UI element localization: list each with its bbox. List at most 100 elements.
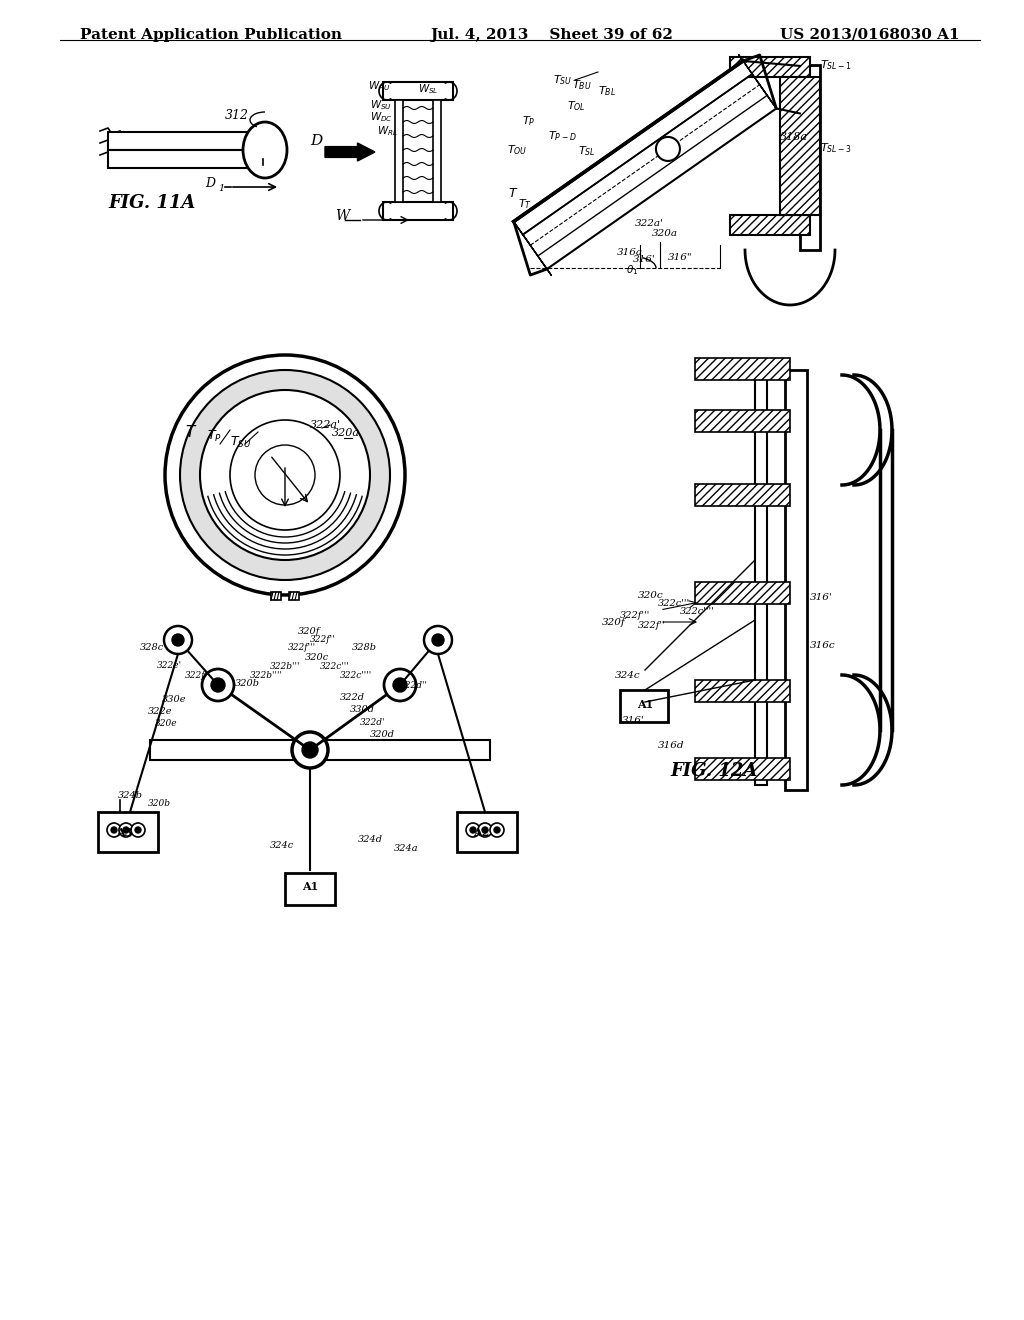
Bar: [433, 100, 441, 202]
Text: D: D: [205, 177, 215, 190]
Text: $T_{SU}$: $T_{SU}$: [553, 73, 572, 87]
Text: 318a: 318a: [780, 132, 808, 143]
Ellipse shape: [478, 822, 492, 837]
Text: 316': 316': [622, 715, 645, 725]
Text: Jul. 4, 2013    Sheet 39 of 62: Jul. 4, 2013 Sheet 39 of 62: [430, 28, 673, 42]
Text: A3: A3: [116, 828, 132, 838]
Ellipse shape: [172, 634, 184, 645]
Ellipse shape: [165, 355, 406, 595]
Text: 328c: 328c: [140, 643, 164, 652]
Bar: [695, 484, 790, 506]
Text: 324b: 324b: [118, 791, 143, 800]
Ellipse shape: [470, 828, 476, 833]
Ellipse shape: [656, 137, 680, 161]
Text: $T_P$: $T_P$: [207, 429, 222, 444]
Text: $W_{SL}$: $W_{SL}$: [418, 82, 438, 96]
Text: $T_{OU}$: $T_{OU}$: [507, 143, 527, 157]
Text: $T_{SU}$: $T_{SU}$: [230, 434, 252, 450]
Ellipse shape: [180, 370, 390, 579]
Text: 320e: 320e: [155, 719, 177, 729]
Text: A1: A1: [637, 700, 653, 710]
Text: 320b: 320b: [148, 799, 171, 808]
Text: $W_{DC}$: $W_{DC}$: [370, 110, 393, 124]
Text: 330d: 330d: [350, 705, 375, 714]
Text: 320f: 320f: [298, 627, 321, 636]
Text: 322e: 322e: [148, 708, 172, 715]
Text: $T_{BU}$: $T_{BU}$: [572, 78, 592, 92]
Text: 322f'': 322f'': [310, 635, 336, 644]
Text: 322d: 322d: [340, 693, 365, 702]
Ellipse shape: [119, 822, 133, 837]
Ellipse shape: [230, 420, 340, 531]
Bar: [150, 741, 490, 760]
Text: 320f: 320f: [602, 618, 626, 627]
Ellipse shape: [482, 828, 488, 833]
Polygon shape: [738, 54, 776, 108]
Text: 320d: 320d: [370, 730, 395, 739]
Text: 312: 312: [225, 110, 249, 121]
Ellipse shape: [111, 828, 117, 833]
Text: 320a: 320a: [332, 428, 360, 438]
Bar: [98, 812, 158, 851]
Text: FIG. 11A: FIG. 11A: [108, 194, 196, 213]
Text: 316c: 316c: [810, 642, 836, 649]
Ellipse shape: [393, 678, 407, 692]
Text: $T_{SL}$: $T_{SL}$: [578, 144, 596, 158]
Ellipse shape: [243, 121, 287, 178]
Bar: [383, 82, 453, 100]
Text: 316": 316": [668, 253, 692, 261]
Text: 328b: 328b: [352, 643, 377, 652]
Ellipse shape: [424, 626, 452, 653]
Text: 322d'': 322d'': [400, 681, 428, 690]
Ellipse shape: [106, 822, 121, 837]
Text: Patent Application Publication: Patent Application Publication: [80, 28, 342, 42]
Text: 322b''': 322b''': [270, 663, 300, 671]
Bar: [285, 873, 335, 906]
Text: 324d: 324d: [358, 836, 383, 843]
Bar: [785, 370, 807, 789]
Text: FIG. 12A: FIG. 12A: [670, 762, 758, 780]
Text: $T_{SL-3}$: $T_{SL-3}$: [820, 141, 852, 154]
Bar: [695, 358, 790, 380]
Bar: [695, 758, 790, 780]
Polygon shape: [514, 61, 753, 235]
Bar: [108, 132, 263, 150]
Text: 322f''': 322f''': [620, 611, 650, 620]
Bar: [755, 375, 767, 785]
Bar: [730, 215, 810, 235]
Text: 322a': 322a': [310, 420, 341, 430]
Ellipse shape: [466, 822, 480, 837]
Text: $T_{SL-1}$: $T_{SL-1}$: [820, 58, 852, 73]
Bar: [730, 57, 810, 77]
Text: 322a': 322a': [635, 219, 664, 228]
Text: $T_{P-D}$: $T_{P-D}$: [548, 129, 577, 143]
Text: 330e: 330e: [162, 696, 186, 704]
Bar: [271, 591, 281, 601]
Text: 316a: 316a: [617, 248, 643, 257]
Ellipse shape: [292, 733, 328, 768]
Text: US 2013/0168030 A1: US 2013/0168030 A1: [780, 28, 959, 42]
Text: 324a: 324a: [394, 843, 419, 853]
Text: 320c: 320c: [638, 591, 664, 601]
Text: $\theta_1$: $\theta_1$: [626, 263, 638, 277]
Bar: [800, 65, 820, 249]
Text: 320c: 320c: [305, 653, 330, 663]
Text: 322f''': 322f''': [288, 643, 316, 652]
Text: $T_{OL}$: $T_{OL}$: [567, 99, 586, 114]
Bar: [780, 77, 820, 215]
Bar: [695, 411, 790, 432]
Text: $T$: $T$: [185, 424, 198, 440]
Bar: [620, 690, 668, 722]
Ellipse shape: [494, 828, 500, 833]
Ellipse shape: [164, 626, 193, 653]
Text: 322c''': 322c''': [319, 663, 350, 671]
Text: W: W: [335, 209, 349, 223]
Text: 322c'''': 322c'''': [340, 671, 373, 680]
Text: 320b: 320b: [234, 678, 260, 688]
Text: $T_T$: $T_T$: [518, 197, 532, 211]
Ellipse shape: [200, 389, 370, 560]
Ellipse shape: [135, 828, 141, 833]
Ellipse shape: [384, 669, 416, 701]
Ellipse shape: [302, 742, 318, 758]
Text: D: D: [310, 135, 323, 148]
